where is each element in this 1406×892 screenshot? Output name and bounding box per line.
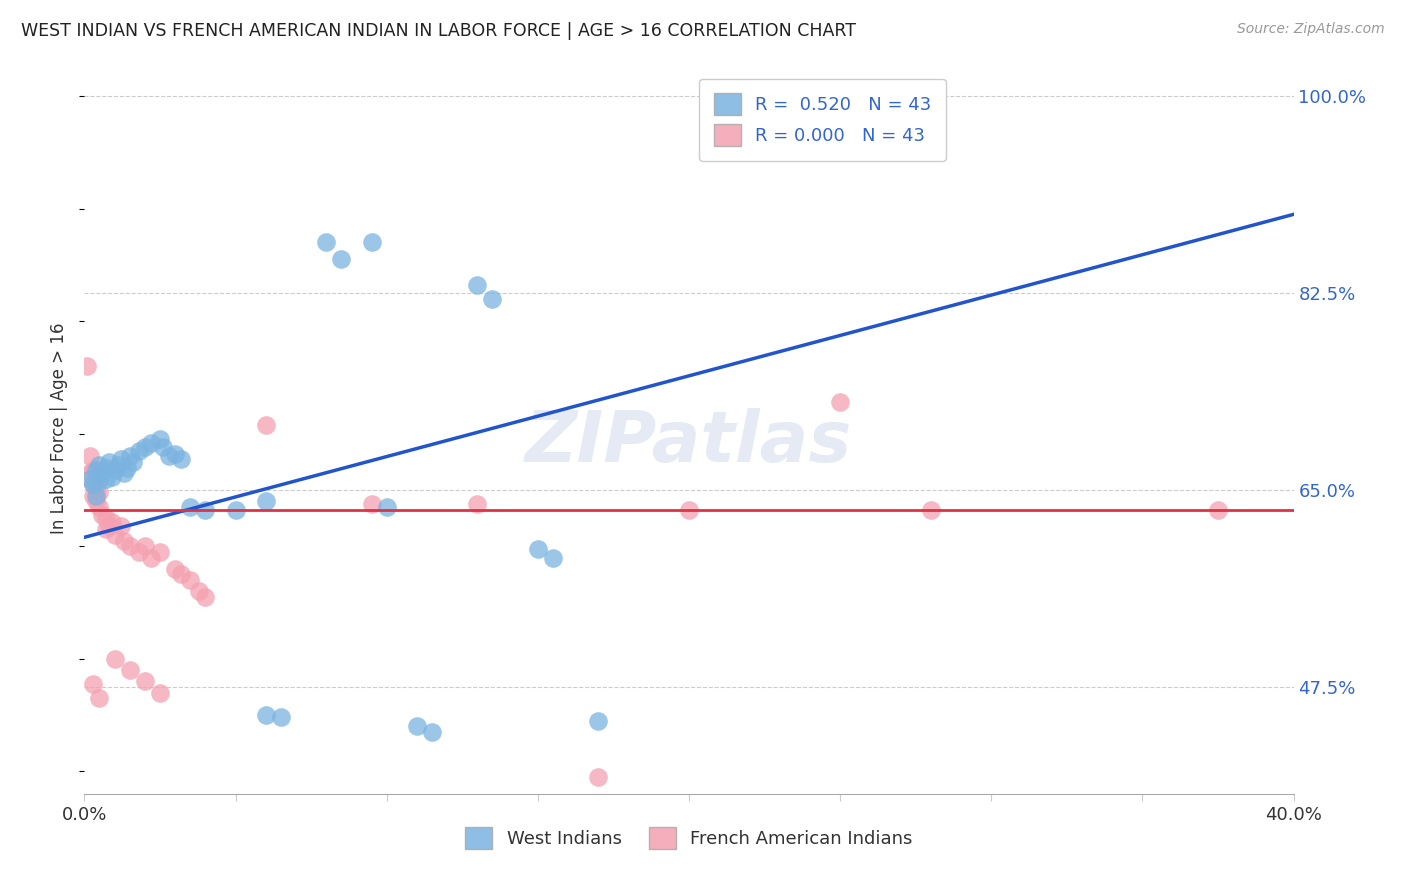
- Point: [100, 515, 122, 529]
- Point: [188, 584, 211, 599]
- Point: [467, 278, 489, 293]
- Text: ZIPatlas: ZIPatlas: [526, 409, 852, 477]
- Point: [89, 485, 111, 500]
- Point: [139, 550, 162, 565]
- Point: [94, 472, 117, 486]
- Point: [89, 474, 111, 488]
- Point: [104, 463, 127, 477]
- Point: [110, 451, 132, 466]
- Point: [149, 433, 172, 447]
- Point: [225, 503, 247, 517]
- Point: [94, 460, 117, 475]
- Point: [128, 443, 150, 458]
- Y-axis label: In Labor Force | Age > 16: In Labor Force | Age > 16: [51, 322, 69, 534]
- Point: [360, 497, 382, 511]
- Point: [100, 469, 122, 483]
- Point: [134, 674, 156, 689]
- Point: [179, 573, 201, 587]
- Point: [79, 472, 101, 486]
- Point: [115, 460, 138, 475]
- Point: [86, 489, 108, 503]
- Point: [89, 458, 111, 473]
- Point: [86, 472, 108, 486]
- Point: [527, 541, 550, 556]
- Point: [94, 511, 117, 525]
- Point: [254, 708, 277, 723]
- Point: [82, 477, 104, 491]
- Point: [118, 663, 141, 677]
- Point: [360, 235, 382, 250]
- Point: [121, 455, 143, 469]
- Point: [82, 477, 104, 491]
- Point: [315, 235, 337, 250]
- Point: [112, 533, 135, 548]
- Point: [254, 417, 277, 432]
- Point: [86, 463, 108, 477]
- Point: [165, 447, 187, 461]
- Point: [588, 714, 610, 728]
- Point: [830, 395, 852, 409]
- Point: [152, 440, 174, 454]
- Point: [678, 503, 700, 517]
- Point: [149, 685, 172, 699]
- Point: [79, 450, 101, 464]
- Point: [134, 440, 156, 454]
- Point: [94, 523, 117, 537]
- Point: [134, 539, 156, 553]
- Point: [1206, 503, 1229, 517]
- Point: [107, 458, 129, 473]
- Point: [91, 466, 114, 480]
- Point: [330, 252, 353, 267]
- Point: [170, 451, 193, 466]
- Point: [128, 545, 150, 559]
- Point: [118, 450, 141, 464]
- Point: [76, 359, 98, 374]
- Point: [194, 590, 217, 604]
- Point: [110, 519, 132, 533]
- Point: [97, 519, 120, 533]
- Point: [149, 545, 172, 559]
- Point: [86, 483, 108, 497]
- Text: Source: ZipAtlas.com: Source: ZipAtlas.com: [1237, 22, 1385, 37]
- Point: [157, 450, 180, 464]
- Point: [104, 652, 127, 666]
- Point: [420, 725, 443, 739]
- Point: [82, 489, 104, 503]
- Point: [118, 539, 141, 553]
- Point: [165, 562, 187, 576]
- Point: [179, 500, 201, 514]
- Point: [270, 710, 292, 724]
- Point: [920, 503, 942, 517]
- Point: [86, 494, 108, 508]
- Point: [541, 550, 564, 565]
- Legend: West Indians, French American Indians: West Indians, French American Indians: [456, 818, 922, 858]
- Point: [104, 528, 127, 542]
- Point: [79, 466, 101, 480]
- Point: [170, 567, 193, 582]
- Point: [588, 770, 610, 784]
- Point: [82, 463, 104, 477]
- Point: [139, 435, 162, 450]
- Point: [406, 719, 429, 733]
- Point: [97, 455, 120, 469]
- Point: [481, 292, 503, 306]
- Point: [89, 691, 111, 706]
- Text: WEST INDIAN VS FRENCH AMERICAN INDIAN IN LABOR FORCE | AGE > 16 CORRELATION CHAR: WEST INDIAN VS FRENCH AMERICAN INDIAN IN…: [21, 22, 856, 40]
- Point: [82, 676, 104, 690]
- Point: [89, 500, 111, 514]
- Point: [112, 466, 135, 480]
- Point: [375, 500, 398, 514]
- Point: [467, 497, 489, 511]
- Point: [254, 494, 277, 508]
- Point: [91, 508, 114, 522]
- Point: [194, 503, 217, 517]
